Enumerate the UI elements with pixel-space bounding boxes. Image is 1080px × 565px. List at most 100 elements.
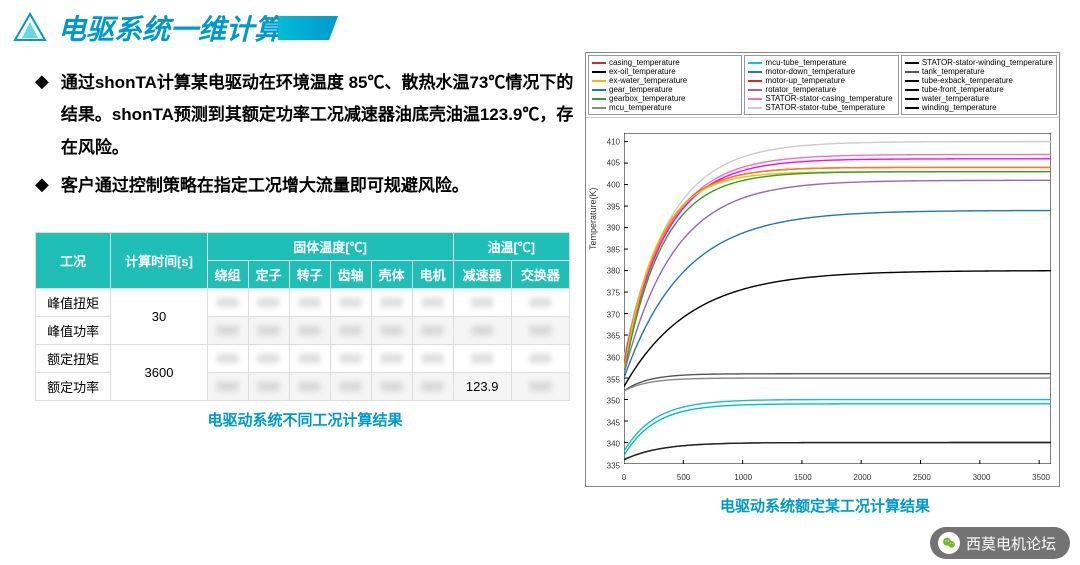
legend-item: gearbox_temperature — [592, 94, 738, 103]
cell-value: 888 — [412, 289, 453, 317]
ytick: 410 — [590, 137, 620, 146]
th-col: 转子 — [289, 261, 330, 289]
xtick: 3500 — [1032, 473, 1050, 482]
cell-value: 888 — [248, 345, 289, 373]
cell-value: 888 — [371, 345, 412, 373]
title-decoration — [282, 14, 322, 42]
ytick: 385 — [590, 245, 620, 254]
cell-value: 888 — [412, 317, 453, 345]
xtick: 0 — [622, 473, 626, 482]
cell-value: 888 — [248, 373, 289, 401]
cell-value: 888 — [371, 289, 412, 317]
cell-value: 888 — [453, 289, 511, 317]
legend-item: STATOR-stator-winding_temperature — [905, 58, 1053, 67]
legend-item: gear_temperature — [592, 85, 738, 94]
xtick: 3000 — [973, 473, 991, 482]
page-title: 电驱系统一维计算 — [58, 8, 282, 48]
ytick: 375 — [590, 289, 620, 298]
legend-item: mcu_temperature — [592, 103, 738, 112]
chart-legend: casing_temperatureex-oil_temperatureex-w… — [586, 53, 1059, 118]
legend-item: STATOR-stator-tube_temperature — [748, 103, 894, 112]
cell-value: 888 — [330, 289, 371, 317]
ytick: 345 — [590, 418, 620, 427]
bullet-text: 通过shonTA计算某电驱动在环境温度 85℃、散热水温73℃情况下的结果。sh… — [61, 67, 575, 164]
legend-item: ex-water_temperature — [592, 76, 738, 85]
th-col: 减速器 — [453, 261, 511, 289]
th-col: 定子 — [248, 261, 289, 289]
ytick: 370 — [590, 310, 620, 319]
bullet-icon: ◆ — [35, 71, 49, 164]
cell-case: 峰值功率 — [36, 317, 111, 345]
results-table: 工况 计算时间[s] 固体温度[℃] 油温[℃] 绕组定子转子齿轴壳体电机减速器… — [35, 232, 570, 401]
cell-value: 888 — [289, 373, 330, 401]
cell-value: 888 — [511, 289, 569, 317]
legend-item: motor-down_temperature — [748, 67, 894, 76]
cell-case: 额定扭矩 — [36, 345, 111, 373]
cell-value: 888 — [330, 345, 371, 373]
legend-item: winding_temperature — [905, 103, 1053, 112]
ytick: 395 — [590, 202, 620, 211]
cell-case: 峰值扭矩 — [36, 289, 111, 317]
ytick: 355 — [590, 375, 620, 384]
cell-case: 额定功率 — [36, 373, 111, 401]
source-text: 西莫电机论坛 — [966, 533, 1056, 554]
ytick: 400 — [590, 180, 620, 189]
legend-item: motor-up_temperature — [748, 76, 894, 85]
th-case: 工况 — [36, 233, 111, 289]
legend-item: casing_temperature — [592, 58, 738, 67]
ytick: 380 — [590, 267, 620, 276]
th-col: 绕组 — [207, 261, 248, 289]
xtick: 2000 — [853, 473, 871, 482]
legend-item: tube-exback_temperature — [905, 76, 1053, 85]
chart-caption: 电驱动系统额定某工况计算结果 — [585, 495, 1065, 516]
cell-value: 123.9 — [453, 373, 511, 401]
cell-value: 888 — [511, 373, 569, 401]
cell-value: 888 — [371, 317, 412, 345]
bullet-icon: ◆ — [35, 174, 49, 202]
ytick: 360 — [590, 353, 620, 362]
cell-value: 888 — [248, 289, 289, 317]
chart-ylabel: Temperature(K) — [588, 187, 598, 250]
cell-value: 888 — [511, 345, 569, 373]
cell-value: 888 — [207, 317, 248, 345]
table-caption: 电驱动系统不同工况计算结果 — [35, 409, 575, 430]
th-time: 计算时间[s] — [111, 233, 207, 289]
cell-value: 888 — [412, 345, 453, 373]
logo-icon — [10, 8, 50, 48]
legend-item: mcu-tube_temperature — [748, 58, 894, 67]
cell-value: 888 — [412, 373, 453, 401]
legend-item: tank_temperature — [905, 67, 1053, 76]
cell-value: 888 — [453, 345, 511, 373]
th-col: 齿轴 — [330, 261, 371, 289]
xtick: 1500 — [794, 473, 812, 482]
cell-value: 888 — [330, 317, 371, 345]
th-oil: 油温[℃] — [453, 233, 569, 261]
ytick: 340 — [590, 440, 620, 449]
cell-time: 3600 — [111, 345, 207, 401]
temperature-chart: casing_temperatureex-oil_temperatureex-w… — [585, 52, 1060, 487]
th-col: 交换器 — [511, 261, 569, 289]
cell-value: 888 — [289, 317, 330, 345]
cell-value: 888 — [453, 317, 511, 345]
ytick: 405 — [590, 159, 620, 168]
xtick: 2500 — [913, 473, 931, 482]
legend-item: rotator_temperature — [748, 85, 894, 94]
xtick: 1000 — [734, 473, 752, 482]
ytick: 365 — [590, 332, 620, 341]
xtick: 500 — [677, 473, 690, 482]
ytick: 335 — [590, 462, 620, 471]
cell-value: 888 — [207, 373, 248, 401]
cell-value: 888 — [371, 373, 412, 401]
source-badge: 西莫电机论坛 — [930, 527, 1070, 559]
bullet-list: ◆ 通过shonTA计算某电驱动在环境温度 85℃、散热水温73℃情况下的结果。… — [35, 67, 575, 202]
legend-item: tube-front_temperature — [905, 85, 1053, 94]
ytick: 350 — [590, 397, 620, 406]
wechat-icon — [938, 532, 960, 554]
cell-time: 30 — [111, 289, 207, 345]
legend-item: water_temperature — [905, 94, 1053, 103]
ytick: 390 — [590, 224, 620, 233]
header: 电驱系统一维计算 — [0, 0, 1080, 52]
cell-value: 888 — [289, 345, 330, 373]
cell-value: 888 — [207, 289, 248, 317]
cell-value: 888 — [207, 345, 248, 373]
